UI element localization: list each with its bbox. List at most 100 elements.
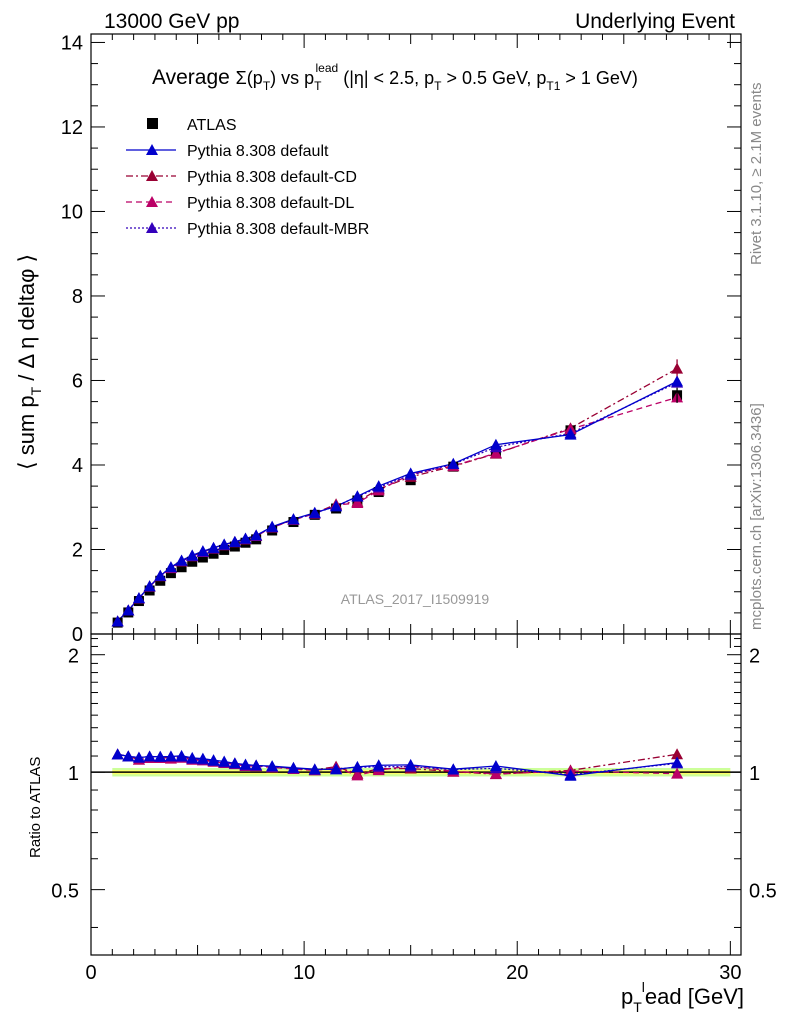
point-default bbox=[372, 480, 385, 492]
point-default bbox=[132, 592, 145, 604]
rivet-label: Rivet 3.1.10, ≥ 2.1M events bbox=[748, 83, 765, 266]
legend-label-mbr: Pythia 8.308 default-MBR bbox=[187, 221, 369, 238]
main-axes: 0 2 4 6 8 10 12 14 bbox=[61, 32, 741, 646]
y-tick-label: 10 bbox=[61, 201, 83, 223]
x-tick-label: 30 bbox=[719, 962, 741, 984]
ratio-y-tick-label-right: 2 bbox=[749, 646, 760, 668]
ratio-point-default bbox=[111, 748, 124, 760]
legend-marker-cd bbox=[146, 170, 158, 181]
ratio-point-cd bbox=[671, 748, 684, 760]
ratio-point-default bbox=[250, 759, 263, 771]
ratio-point-default bbox=[132, 751, 145, 763]
ratio-series bbox=[111, 748, 684, 781]
main-series bbox=[111, 359, 684, 628]
ratio-axes: 0.5 0.51 12 20 10 20 30 bbox=[51, 634, 777, 984]
point-default bbox=[196, 545, 209, 557]
point-default bbox=[164, 561, 177, 573]
ratio-point-dl bbox=[351, 769, 364, 781]
series-line-cd bbox=[117, 368, 678, 622]
y-tick-label: 6 bbox=[72, 370, 83, 392]
legend: ATLAS Pythia 8.308 default Pythia 8.308 de… bbox=[126, 117, 369, 238]
point-default bbox=[175, 554, 188, 566]
legend-label-atlas: ATLAS bbox=[187, 117, 237, 134]
ratio-point-default bbox=[154, 750, 167, 762]
point-default bbox=[447, 457, 460, 469]
x-axis-label: pTlead [GeV] bbox=[621, 979, 744, 1015]
atlas-point bbox=[176, 562, 187, 573]
atlas-point bbox=[187, 556, 198, 567]
ratio-point-default bbox=[218, 755, 231, 767]
legend-marker-dl bbox=[146, 196, 158, 207]
y-axis-label: ⟨ sum pT / Δ η deltaφ ⟩ bbox=[14, 254, 44, 470]
point-default bbox=[111, 615, 124, 627]
y-tick-label: 0 bbox=[72, 624, 83, 646]
ratio-y-tick-label: 1 bbox=[68, 763, 79, 785]
point-default bbox=[122, 604, 135, 616]
point-default bbox=[239, 532, 252, 544]
ratio-point-default bbox=[671, 756, 684, 768]
legend-label-default: Pythia 8.308 default bbox=[187, 143, 329, 160]
y-tick-label: 12 bbox=[61, 117, 83, 139]
analysis-watermark: ATLAS_2017_I1509919 bbox=[341, 591, 490, 607]
ratio-point-default bbox=[489, 760, 502, 772]
x-tick-label: 20 bbox=[506, 962, 528, 984]
header-right: Underlying Event bbox=[575, 10, 735, 33]
point-default bbox=[404, 467, 417, 479]
series-line-default bbox=[117, 380, 678, 622]
ratio-point-default bbox=[564, 769, 577, 781]
ratio-point-default bbox=[175, 749, 188, 761]
chart-title: Average Σ(pT) vs pTlead (|η| < 2.5, pT >… bbox=[152, 61, 638, 93]
header-left: 13000 GeV pp bbox=[104, 10, 239, 33]
ratio-point-default bbox=[228, 757, 241, 769]
legend-label-dl: Pythia 8.308 default-DL bbox=[187, 195, 354, 212]
y-tick-label: 8 bbox=[72, 286, 83, 308]
point-default bbox=[143, 580, 156, 592]
legend-marker-default bbox=[146, 144, 158, 155]
series-line-mbr bbox=[117, 382, 678, 622]
point-default bbox=[186, 549, 199, 561]
point-default bbox=[228, 535, 241, 547]
ratio-point-default bbox=[372, 759, 385, 771]
ratio-point-default bbox=[266, 760, 279, 772]
ratio-y-axis-label: Ratio to ATLAS bbox=[27, 757, 44, 858]
point-default bbox=[308, 506, 321, 518]
point-dl bbox=[351, 497, 364, 509]
point-default bbox=[287, 513, 300, 525]
point-default bbox=[250, 529, 263, 541]
ratio-panel-frame bbox=[90, 633, 742, 956]
ratio-point-dl bbox=[671, 767, 684, 779]
x-tick-label: 0 bbox=[85, 962, 96, 984]
ratio-point-default bbox=[308, 763, 321, 775]
ratio-y-tick-label: 0.5 bbox=[51, 881, 79, 903]
point-default bbox=[351, 490, 364, 502]
atlas-point bbox=[197, 552, 208, 563]
point-default bbox=[330, 500, 343, 512]
point-default bbox=[207, 541, 220, 553]
ratio-point-default bbox=[287, 761, 300, 773]
ratio-point-default bbox=[186, 751, 199, 763]
point-default bbox=[154, 569, 167, 581]
ratio-point-default bbox=[447, 763, 460, 775]
y-tick-label: 2 bbox=[72, 539, 83, 561]
ratio-y-tick-label-right: 1 bbox=[749, 763, 760, 785]
ratio-uncertainty-band bbox=[91, 767, 741, 777]
ratio-point-default bbox=[164, 750, 177, 762]
y-tick-label: 14 bbox=[61, 32, 83, 54]
point-default bbox=[266, 520, 279, 532]
point-default bbox=[564, 428, 577, 440]
x-tick-label: 10 bbox=[293, 962, 315, 984]
ratio-point-default bbox=[196, 752, 209, 764]
atlas-point bbox=[208, 548, 219, 559]
legend-marker-mbr bbox=[146, 222, 158, 233]
legend-label-cd: Pythia 8.308 default-CD bbox=[187, 169, 357, 186]
series-line-dl bbox=[117, 396, 678, 622]
mcplots-label: mcplots.cern.ch [arXiv:1306.3436] bbox=[748, 403, 765, 630]
ratio-point-default bbox=[330, 763, 343, 775]
ratio-point-default bbox=[351, 760, 364, 772]
point-default bbox=[489, 438, 502, 450]
point-dl bbox=[489, 447, 502, 459]
ratio-point-default bbox=[207, 754, 220, 766]
ratio-point-default bbox=[239, 758, 252, 770]
ratio-point-default bbox=[404, 758, 417, 770]
